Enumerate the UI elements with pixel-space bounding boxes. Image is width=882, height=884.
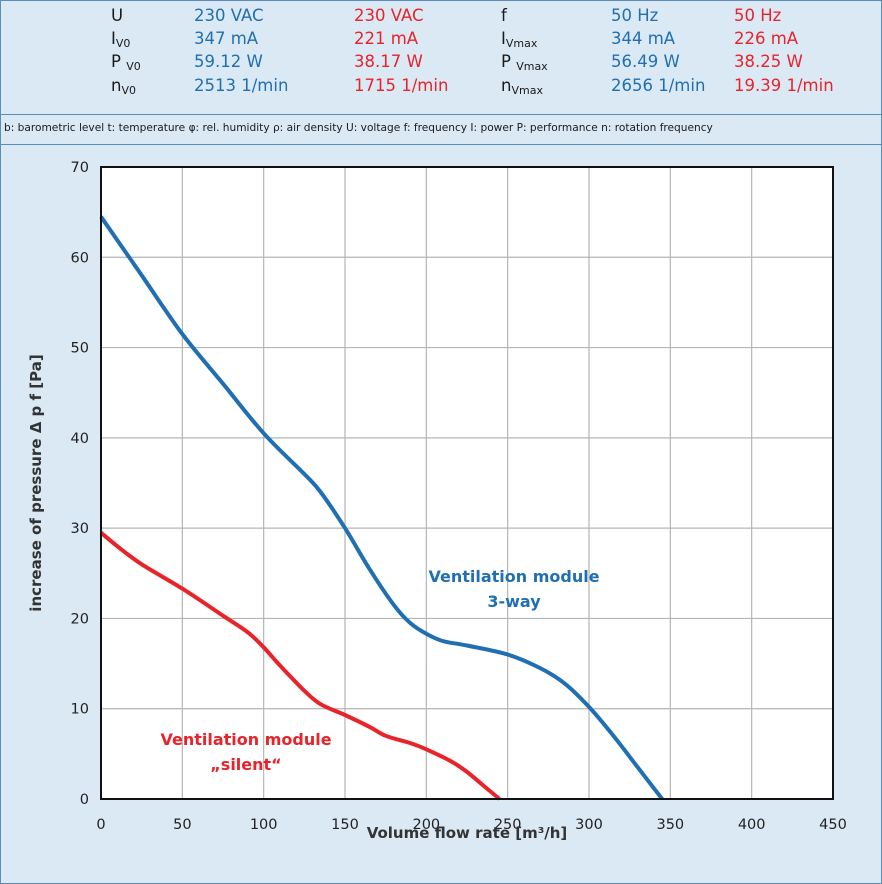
x-tick-label: 400	[738, 817, 766, 833]
x-tick-label: 350	[656, 817, 684, 833]
plot-border	[100, 166, 834, 800]
spec-param-label: P V0	[111, 52, 141, 73]
y-tick-label: 20	[71, 611, 89, 627]
abbreviation-legend-text: b: barometric level t: temperature φ: re…	[4, 122, 713, 134]
x-tick-label: 50	[173, 817, 191, 833]
series-label-3way: Ventilation module	[428, 567, 599, 586]
x-tick-label: 250	[494, 817, 522, 833]
spec-value-3way: 59.12 W	[194, 52, 263, 71]
series-line-silent	[99, 531, 501, 801]
series-label-silent: „silent“	[210, 755, 281, 774]
spec-value-3way: 50 Hz	[611, 6, 659, 25]
y-tick-label: 30	[71, 521, 89, 537]
series-labels: Ventilation module 3-way Ventilation modul…	[160, 567, 599, 774]
series-label-3way: 3-way	[487, 592, 541, 611]
spec-param-label: P Vmax	[501, 52, 548, 73]
x-axis-label: Volume flow rate [m³/h]	[367, 824, 568, 842]
spec-param-label: nV0	[111, 76, 136, 97]
spec-value-3way: 347 mA	[194, 29, 259, 48]
grid	[101, 167, 833, 799]
spec-value-3way: 56.49 W	[611, 52, 680, 71]
plot-area	[101, 167, 833, 799]
spec-value-silent: 19.39 1/min	[734, 76, 834, 95]
spec-value-3way: 2513 1/min	[194, 76, 289, 95]
tick-labels: 0 50 100 150 200 250 300 350 400 450 0 10 20 30 40 50 60…	[71, 160, 847, 833]
x-tick-label: 150	[331, 817, 359, 833]
spec-param-label: IVmax	[501, 29, 538, 50]
y-tick-label: 50	[71, 341, 89, 357]
x-tick-label: 0	[96, 817, 105, 833]
spec-value-silent: 50 Hz	[734, 6, 782, 25]
y-tick-label: 40	[71, 431, 89, 447]
spec-table: U 230 VAC 230 VAC f 50 Hz 50 Hz IV0 347 mA 221 m…	[1, 1, 881, 113]
y-tick-label: 60	[71, 250, 89, 266]
x-tick-label: 100	[250, 817, 278, 833]
abbreviation-legend: b: barometric level t: temperature φ: re…	[1, 114, 881, 145]
spec-param-label: IV0	[111, 29, 131, 50]
x-tick-label: 200	[412, 817, 440, 833]
spec-param-label: U	[111, 6, 124, 25]
spec-value-silent: 230 VAC	[354, 6, 424, 25]
y-tick-label: 10	[71, 702, 89, 718]
spec-param-label: f	[501, 6, 507, 25]
x-tick-label: 300	[575, 817, 603, 833]
spec-value-silent: 226 mA	[734, 29, 799, 48]
series-layer	[99, 215, 664, 801]
spec-value-silent: 1715 1/min	[354, 76, 449, 95]
y-axis-label: increase of pressure Δ p f [Pa]	[27, 354, 45, 611]
x-tick-label: 450	[819, 817, 847, 833]
spec-param-label: nVmax	[501, 76, 543, 97]
series-label-silent: Ventilation module	[160, 730, 331, 749]
spec-value-3way: 230 VAC	[194, 6, 264, 25]
y-tick-label: 0	[80, 792, 89, 808]
spec-value-3way: 344 mA	[611, 29, 676, 48]
spec-value-silent: 38.25 W	[734, 52, 803, 71]
y-tick-label: 70	[71, 160, 89, 176]
spec-value-3way: 2656 1/min	[611, 76, 706, 95]
series-line-3way	[99, 215, 664, 801]
spec-value-silent: 221 mA	[354, 29, 419, 48]
spec-value-silent: 38.17 W	[354, 52, 423, 71]
